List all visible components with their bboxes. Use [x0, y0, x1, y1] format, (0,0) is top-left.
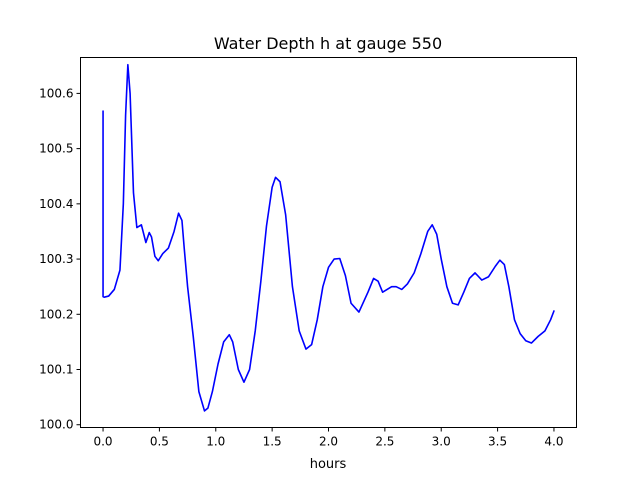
x-tick-label: 1.5 — [263, 435, 282, 449]
x-tick-label: 0.0 — [93, 435, 112, 449]
y-tick-label: 100.6 — [39, 86, 73, 100]
y-tick-label: 100.1 — [39, 363, 73, 377]
y-tick-label: 100.0 — [39, 418, 73, 432]
x-tick-label: 0.5 — [150, 435, 169, 449]
x-tick-label: 2.5 — [375, 435, 394, 449]
y-tick-label: 100.5 — [39, 142, 73, 156]
x-tick-label: 2.0 — [319, 435, 338, 449]
y-tick-label: 100.2 — [39, 307, 73, 321]
x-axis-label: hours — [310, 457, 347, 472]
y-tick-label: 100.4 — [39, 197, 73, 211]
x-tick-label: 3.0 — [432, 435, 451, 449]
y-tick-label: 100.3 — [39, 252, 73, 266]
series-line — [102, 63, 555, 412]
plot-area — [102, 63, 555, 412]
axes-frame — [80, 57, 577, 428]
x-axis: 0.0 0.5 1.0 1.5 2.0 2.5 3.0 3.5 4.0 — [93, 427, 564, 449]
x-tick-label: 1.0 — [206, 435, 225, 449]
chart-title: Water Depth h at gauge 550 — [214, 34, 442, 53]
x-tick-label: 4.0 — [544, 435, 563, 449]
y-axis: 100.0 100.1 100.2 100.3 100.4 100.5 100.6 — [39, 86, 81, 432]
x-tick-label: 3.5 — [488, 435, 507, 449]
